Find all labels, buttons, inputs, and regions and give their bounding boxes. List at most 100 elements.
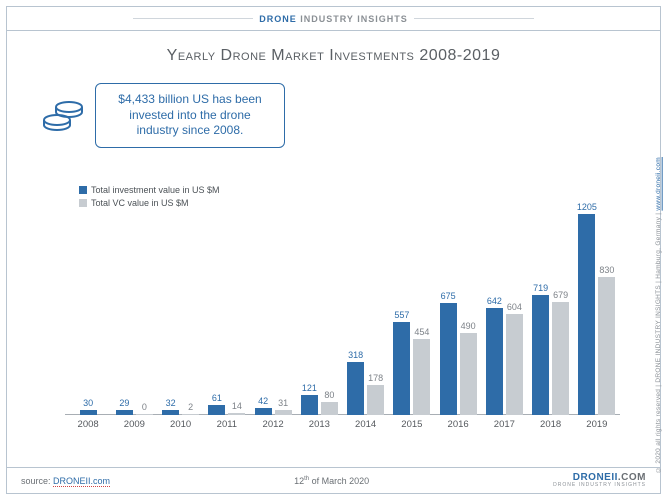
chart-title: Yearly Drone Market Investments 2008-201… — [7, 47, 660, 65]
bar-value-label: 2 — [188, 402, 193, 412]
copyright-text: © 2020 all rights reserved | DRONE INDUS… — [655, 211, 662, 473]
bar-total-investment: 675 — [440, 291, 457, 416]
x-axis-label: 2010 — [158, 419, 204, 430]
logo-subtitle: DRONE INDUSTRY INSIGHTS — [553, 483, 646, 488]
bar-total-investment: 318 — [347, 350, 364, 415]
bar-vc-value: 830 — [598, 265, 615, 415]
bar-group: 2010322 — [158, 398, 204, 415]
bar-total-investment: 42 — [255, 396, 272, 415]
header-brand-rest: INDUSTRY INSIGHTS — [297, 14, 408, 24]
header-rule-left — [133, 18, 253, 19]
bar-rect — [440, 303, 457, 416]
bar-value-label: 14 — [232, 401, 242, 411]
bar-rect — [578, 214, 595, 415]
footer-source: source: DRONEII.com — [21, 476, 110, 486]
bar-group: 20124231 — [250, 396, 296, 415]
bar-vc-value: 604 — [506, 302, 523, 415]
copyright-link[interactable]: www.droneii.com — [655, 157, 662, 211]
chart-area: 2008 30 2009 29 0 2010 32 2 2011 61 14 201242312013… — [45, 177, 620, 433]
bar-rect — [162, 410, 179, 415]
bar-vc-value: 2 — [182, 402, 199, 415]
bar-rect — [460, 333, 477, 415]
bar-total-investment: 121 — [301, 383, 318, 415]
bar-group: 2015557454 — [389, 310, 435, 415]
side-copyright: © 2020 all rights reserved | DRONE INDUS… — [655, 157, 662, 473]
bar-group: 20191205830 — [574, 202, 620, 415]
bar-group: 2014318178 — [343, 350, 389, 415]
bar-total-investment: 32 — [162, 398, 179, 415]
bar-value-label: 42 — [258, 396, 268, 406]
bar-total-investment: 557 — [393, 310, 410, 415]
bar-rect — [506, 314, 523, 415]
bar-vc-value: 80 — [321, 390, 338, 415]
bar-group: 20116114 — [204, 393, 250, 415]
bar-value-label: 32 — [166, 398, 176, 408]
bar-rect — [393, 322, 410, 415]
bar-rect — [116, 410, 133, 415]
bar-rect — [301, 395, 318, 415]
x-axis-label: 2014 — [343, 419, 389, 430]
bar-total-investment: 29 — [116, 398, 133, 415]
bar-total-investment: 30 — [80, 398, 97, 415]
bar-group: 2018719679 — [528, 283, 574, 415]
x-axis-label: 2012 — [250, 419, 296, 430]
bar-total-investment: 642 — [486, 296, 503, 415]
bar-value-label: 490 — [461, 321, 476, 331]
source-label: source: — [21, 476, 53, 486]
bar-rect — [321, 402, 338, 415]
x-axis-label: 2008 — [65, 419, 111, 430]
header-brand-drone: DRONE — [259, 14, 297, 24]
callout-text: $4,433 billion US has been invested into… — [95, 83, 285, 148]
bar-value-label: 29 — [119, 398, 129, 408]
bar-rect — [598, 277, 615, 415]
bar-value-label: 679 — [553, 290, 568, 300]
bar-rect — [275, 410, 292, 415]
bar-value-label: 1205 — [577, 202, 597, 212]
bar-value-label: 318 — [348, 350, 363, 360]
bar-value-label: 604 — [507, 302, 522, 312]
bar-total-investment: 719 — [532, 283, 549, 415]
bar-vc-value: 0 — [136, 402, 153, 415]
bar-vc-value: 490 — [460, 321, 477, 415]
bar-group: 2017642604 — [481, 296, 527, 415]
bar-vc-value: 454 — [413, 327, 430, 415]
coins-icon — [41, 96, 85, 134]
x-axis-label: 2016 — [435, 419, 481, 430]
footer-date: 12th of March 2020 — [294, 476, 369, 486]
bar-vc-value: 178 — [367, 373, 384, 415]
bar-rect — [228, 413, 245, 415]
bar-value-label: 30 — [83, 398, 93, 408]
callout: $4,433 billion US has been invested into… — [41, 83, 285, 148]
bar-value-label: 719 — [533, 283, 548, 293]
bar-value-label: 830 — [599, 265, 614, 275]
header-rule-right — [414, 18, 534, 19]
x-axis-label: 2018 — [528, 419, 574, 430]
x-axis-label: 2009 — [111, 419, 157, 430]
header-bar: DRONE INDUSTRY INSIGHTS — [7, 7, 660, 31]
bar-rect — [347, 362, 364, 415]
bar-value-label: 178 — [368, 373, 383, 383]
bar-rect — [413, 339, 430, 415]
bar-rect — [80, 410, 97, 415]
bar-value-label: 454 — [414, 327, 429, 337]
bar-rect — [552, 302, 569, 415]
bar-vc-value: 679 — [552, 290, 569, 415]
bar-value-label: 675 — [441, 291, 456, 301]
bar-total-investment: 1205 — [578, 202, 595, 415]
footer-logo-block: DRONEII.COM DRONE INDUSTRY INSIGHTS — [553, 473, 646, 488]
bar-value-label: 61 — [212, 393, 222, 403]
bar-group: 201312180 — [296, 383, 342, 415]
bar-rect — [208, 405, 225, 415]
footer-bar: source: DRONEII.com 12th of March 2020 D… — [7, 467, 660, 493]
x-axis-label: 2015 — [389, 419, 435, 430]
card-frame: DRONE INDUSTRY INSIGHTS Yearly Drone Mar… — [6, 6, 661, 494]
plot-area: 2008302009290201032220116114201242312013… — [65, 205, 620, 415]
bar-value-label: 557 — [394, 310, 409, 320]
bar-value-label: 642 — [487, 296, 502, 306]
bar-rect — [486, 308, 503, 415]
x-axis-label: 2013 — [296, 419, 342, 430]
x-axis-label: 2011 — [204, 419, 250, 430]
bar-rect — [182, 414, 199, 415]
bar-vc-value: 14 — [228, 401, 245, 415]
bar-group: 2016675490 — [435, 291, 481, 416]
